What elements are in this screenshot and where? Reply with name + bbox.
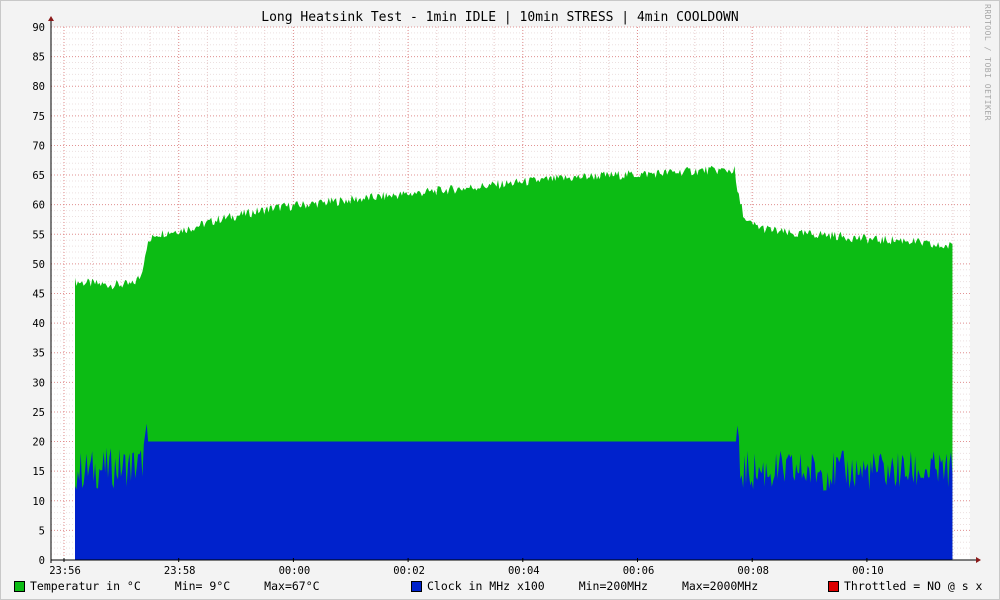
legend-temperature: Temperatur in °C Min= 9°C Max=67°C (14, 579, 320, 593)
legend-throttled: Throttled = NO @ s x (828, 579, 982, 593)
y-tick-label: 40 (32, 318, 45, 330)
x-tick-label: 23:58 (164, 565, 196, 577)
y-tick-label: 70 (32, 140, 45, 152)
clock-area (75, 423, 953, 560)
y-tick-label: 20 (32, 437, 45, 449)
legend-swatch-clock (411, 580, 422, 592)
y-axis-arrow (48, 16, 54, 21)
y-tick-label: 0 (39, 555, 45, 567)
legend-label-temperature: Temperatur in °C (30, 579, 141, 593)
legend-min-clock: Min=200MHz (578, 579, 648, 593)
y-tick-label: 35 (32, 348, 45, 360)
y-tick-label: 80 (32, 81, 45, 93)
y-tick-label: 75 (32, 111, 45, 123)
legend-max-clock: Max=2000MHz (681, 579, 759, 593)
y-tick-label: 85 (32, 52, 45, 64)
y-tick-label: 55 (32, 229, 45, 241)
y-tick-label: 90 (32, 22, 45, 34)
legend-clock: Clock in MHz x100 Min=200MHz Max=2000MHz (411, 579, 758, 593)
y-tick-label: 5 (39, 525, 45, 537)
legend-label-throttled: Throttled = NO @ s x (844, 579, 983, 593)
y-tick-label: 25 (32, 407, 45, 419)
legend-swatch-throttled (828, 580, 839, 592)
legend-min-temperature: Min= 9°C (174, 579, 231, 593)
x-tick-label: 00:10 (852, 565, 884, 577)
x-tick-label: 00:04 (508, 565, 540, 577)
y-tick-label: 30 (32, 377, 45, 389)
y-tick-label: 50 (32, 259, 45, 271)
x-tick-label: 23:56 (49, 565, 81, 577)
x-tick-label: 00:02 (393, 565, 425, 577)
x-tick-label: 00:08 (737, 565, 769, 577)
y-tick-label: 45 (32, 289, 45, 301)
legend-max-temperature: Max=67°C (264, 579, 320, 593)
legend-label-clock: Clock in MHz x100 (427, 579, 545, 593)
x-tick-label: 00:00 (279, 565, 311, 577)
y-tick-label: 65 (32, 170, 45, 182)
legend-swatch-temperature (14, 580, 25, 592)
y-tick-label: 60 (32, 200, 45, 212)
y-tick-label: 10 (32, 496, 45, 508)
x-tick-label: 00:06 (623, 565, 655, 577)
rrdtool-watermark: RRDTOOL / TOBI OETIKER (983, 4, 992, 121)
x-axis-arrow (976, 557, 981, 563)
chart-title: Long Heatsink Test - 1min IDLE | 10min S… (261, 10, 739, 25)
y-tick-label: 15 (32, 466, 45, 478)
